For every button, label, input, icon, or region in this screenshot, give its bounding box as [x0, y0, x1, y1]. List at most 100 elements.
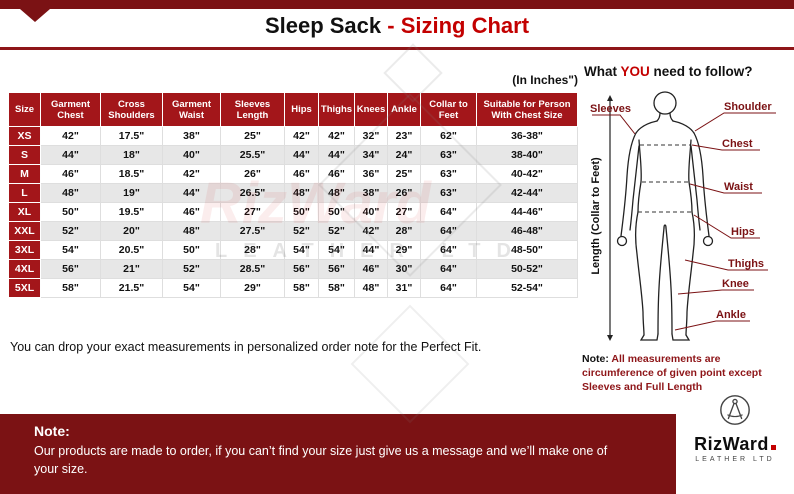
- measurement-cell: 31": [387, 278, 421, 298]
- size-cell: XS: [8, 126, 41, 146]
- column-header: Garment Waist: [162, 92, 221, 127]
- measurement-note: Note: All measurements are circumference…: [582, 352, 794, 395]
- measurement-cell: 64": [420, 240, 477, 260]
- measurement-cell: 36-38": [476, 126, 578, 146]
- size-cell: XXL: [8, 221, 41, 241]
- measurement-cell: 46": [40, 164, 101, 184]
- follow-title: What YOU need to follow?: [584, 64, 753, 79]
- table-footnote: You can drop your exact measurements in …: [10, 340, 482, 354]
- follow-title-prefix: What: [584, 64, 621, 79]
- column-header: Knees: [354, 92, 388, 127]
- measurement-cell: 38": [162, 126, 221, 146]
- measurement-cell: 40": [162, 145, 221, 165]
- brand-logo: RizWard LEATHER LTD: [676, 393, 794, 494]
- measurement-cell: 48": [284, 183, 319, 203]
- table-row: L 48" 19" 44" 26.5" 48" 48" 38" 26" 63" 42-44": [8, 183, 578, 203]
- measurement-cell: 23": [387, 126, 421, 146]
- label-shoulder: Shoulder: [724, 101, 772, 113]
- measurement-cell: 46": [284, 164, 319, 184]
- size-table-head-row: Size Garment Chest Cross Shoulders Garment …: [8, 92, 578, 127]
- measurement-cell: 24": [387, 145, 421, 165]
- column-header: Hips: [284, 92, 319, 127]
- label-waist: Waist: [724, 181, 753, 193]
- measurement-cell: 21.5": [100, 278, 163, 298]
- measurement-cell: 42": [40, 126, 101, 146]
- measurement-cell: 48": [162, 221, 221, 241]
- measurement-cell: 19.5": [100, 202, 163, 222]
- measurement-dashed-lines: [638, 144, 692, 213]
- page-title-accent: - Sizing Chart: [381, 13, 530, 38]
- follow-title-highlight: YOU: [620, 64, 650, 79]
- measurement-cell: 21": [100, 259, 163, 279]
- measurement-cell: 64": [420, 221, 477, 241]
- measurement-cell: 48": [40, 183, 101, 203]
- table-row: XL 50" 19.5" 46" 27" 50" 50" 40" 27" 64" 44-46": [8, 202, 578, 222]
- size-cell: L: [8, 183, 41, 203]
- label-hips: Hips: [731, 226, 755, 238]
- measurement-cell: 27.5": [220, 221, 285, 241]
- measurement-cell: 38-40": [476, 145, 578, 165]
- measurement-cell: 42": [318, 126, 355, 146]
- measurement-cell: 42": [354, 221, 388, 241]
- measurement-cell: 28": [220, 240, 285, 260]
- measurement-cell: 54": [162, 278, 221, 298]
- measurement-cell: 19": [100, 183, 163, 203]
- watermark-diamond-medium: [350, 304, 470, 424]
- measurement-cell: 52": [40, 221, 101, 241]
- measurement-cell: 46": [162, 202, 221, 222]
- measurement-cell: 64": [420, 259, 477, 279]
- table-row: S 44" 18" 40" 25.5" 44" 44" 34" 24" 63" 38-40": [8, 145, 578, 165]
- measurement-cell: 48": [354, 278, 388, 298]
- label-leader-lines: [592, 112, 776, 331]
- label-knee: Knee: [722, 278, 749, 290]
- measurement-cell: 44": [354, 240, 388, 260]
- measurement-cell: 26": [220, 164, 285, 184]
- measurement-cell: 63": [420, 183, 477, 203]
- size-table-body: XS 42" 17.5" 38" 25" 42" 42" 32" 23" 62" 36-38" S 44…: [8, 126, 578, 298]
- table-row: M 46" 18.5" 42" 26" 46" 46" 36" 25" 63" 40-42": [8, 164, 578, 184]
- measurement-cell: 58": [40, 278, 101, 298]
- measurement-cell: 46": [318, 164, 355, 184]
- footer-note-label: Note:: [34, 423, 70, 439]
- measurement-cell: 54": [40, 240, 101, 260]
- brand-red-dot: [770, 445, 776, 450]
- measurement-cell: 56": [284, 259, 319, 279]
- measurement-cell: 64": [420, 278, 477, 298]
- measurement-cell: 52": [318, 221, 355, 241]
- measurement-cell: 32": [354, 126, 388, 146]
- measurement-cell: 58": [318, 278, 355, 298]
- measurement-cell: 46-48": [476, 221, 578, 241]
- table-row: 3XL 54" 20.5" 50" 28" 54" 54" 44" 29" 64" 48-50": [8, 240, 578, 260]
- sizing-table: Size Garment Chest Cross Shoulders Garment …: [8, 92, 578, 298]
- table-row: XS 42" 17.5" 38" 25" 42" 42" 32" 23" 62" 36-38": [8, 126, 578, 146]
- measurement-cell: 48": [318, 183, 355, 203]
- measurement-cell: 36": [354, 164, 388, 184]
- label-ankle: Ankle: [716, 309, 746, 321]
- title-underline: [0, 47, 794, 50]
- measurement-cell: 50-52": [476, 259, 578, 279]
- label-chest: Chest: [722, 138, 753, 150]
- column-header: Cross Shoulders: [100, 92, 163, 127]
- measurement-cell: 25.5": [220, 145, 285, 165]
- body-measurement-diagram: Sleeves Shoulder Chest Waist Hips Thighs…: [578, 88, 794, 346]
- measurement-cell: 52": [162, 259, 221, 279]
- brand-name-text: RizWard: [694, 434, 769, 454]
- length-axis-label: Length (Collar to Feet): [590, 157, 602, 275]
- measurement-cell: 54": [284, 240, 319, 260]
- measurement-cell: 46": [354, 259, 388, 279]
- label-sleeves: Sleeves: [590, 103, 631, 115]
- measurement-cell: 40": [354, 202, 388, 222]
- measurement-cell: 18": [100, 145, 163, 165]
- column-header: Sleeves Length: [220, 92, 285, 127]
- measurement-cell: 56": [40, 259, 101, 279]
- column-header: Thighs: [318, 92, 355, 127]
- sizing-table-head: Size Garment Chest Cross Shoulders Garment …: [8, 92, 578, 127]
- body-outline-strokes: [616, 91, 714, 341]
- measurement-cell: 25": [220, 126, 285, 146]
- measurement-cell: 54": [318, 240, 355, 260]
- column-header: Garment Chest: [40, 92, 101, 127]
- measurement-cell: 56": [318, 259, 355, 279]
- footer-bar: Note: Our products are made to order, if…: [0, 414, 794, 494]
- measurement-cell: 38": [354, 183, 388, 203]
- measurement-cell: 27": [387, 202, 421, 222]
